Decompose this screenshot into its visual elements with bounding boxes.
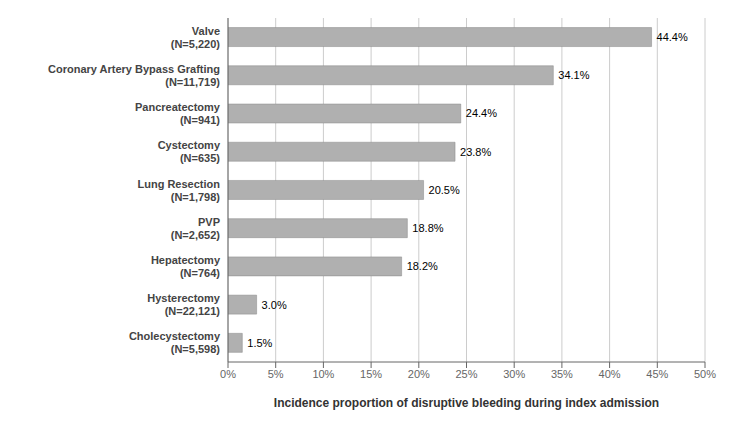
svg-text:Hysterectomy(N=22,121): Hysterectomy(N=22,121) [147,292,221,317]
svg-text:Valve(N=5,220): Valve(N=5,220) [171,25,221,50]
svg-text:45%: 45% [646,368,668,380]
svg-text:0%: 0% [220,368,236,380]
svg-text:15%: 15% [360,368,382,380]
svg-text:Coronary Artery Bypass Graftin: Coronary Artery Bypass Grafting(N=11,719… [48,63,220,88]
svg-text:PVP(N=2,652): PVP(N=2,652) [171,216,221,241]
svg-text:Pancreatectomy(N=941): Pancreatectomy(N=941) [135,101,221,126]
svg-text:20%: 20% [408,368,430,380]
svg-text:50%: 50% [694,368,716,380]
svg-text:44.4%: 44.4% [657,31,688,43]
svg-text:20.5%: 20.5% [429,184,460,196]
svg-text:10%: 10% [312,368,334,380]
svg-text:30%: 30% [503,368,525,380]
svg-text:3.0%: 3.0% [262,299,287,311]
svg-text:Lung Resection(N=1,798): Lung Resection(N=1,798) [137,178,220,203]
svg-text:25%: 25% [455,368,477,380]
svg-text:Cholecystectomy(N=5,598): Cholecystectomy(N=5,598) [129,330,221,355]
svg-text:1.5%: 1.5% [247,337,272,349]
svg-text:23.8%: 23.8% [460,146,491,158]
svg-text:Incidence proportion of disrup: Incidence proportion of disruptive bleed… [274,396,659,410]
svg-text:24.4%: 24.4% [466,107,497,119]
svg-text:5%: 5% [268,368,284,380]
svg-text:35%: 35% [551,368,573,380]
svg-text:Hepatectomy(N=764): Hepatectomy(N=764) [151,254,221,279]
svg-text:18.2%: 18.2% [407,260,438,272]
svg-text:18.8%: 18.8% [412,222,443,234]
svg-text:Cystectomy(N=635): Cystectomy(N=635) [158,139,221,164]
svg-text:34.1%: 34.1% [558,69,589,81]
svg-text:40%: 40% [599,368,621,380]
